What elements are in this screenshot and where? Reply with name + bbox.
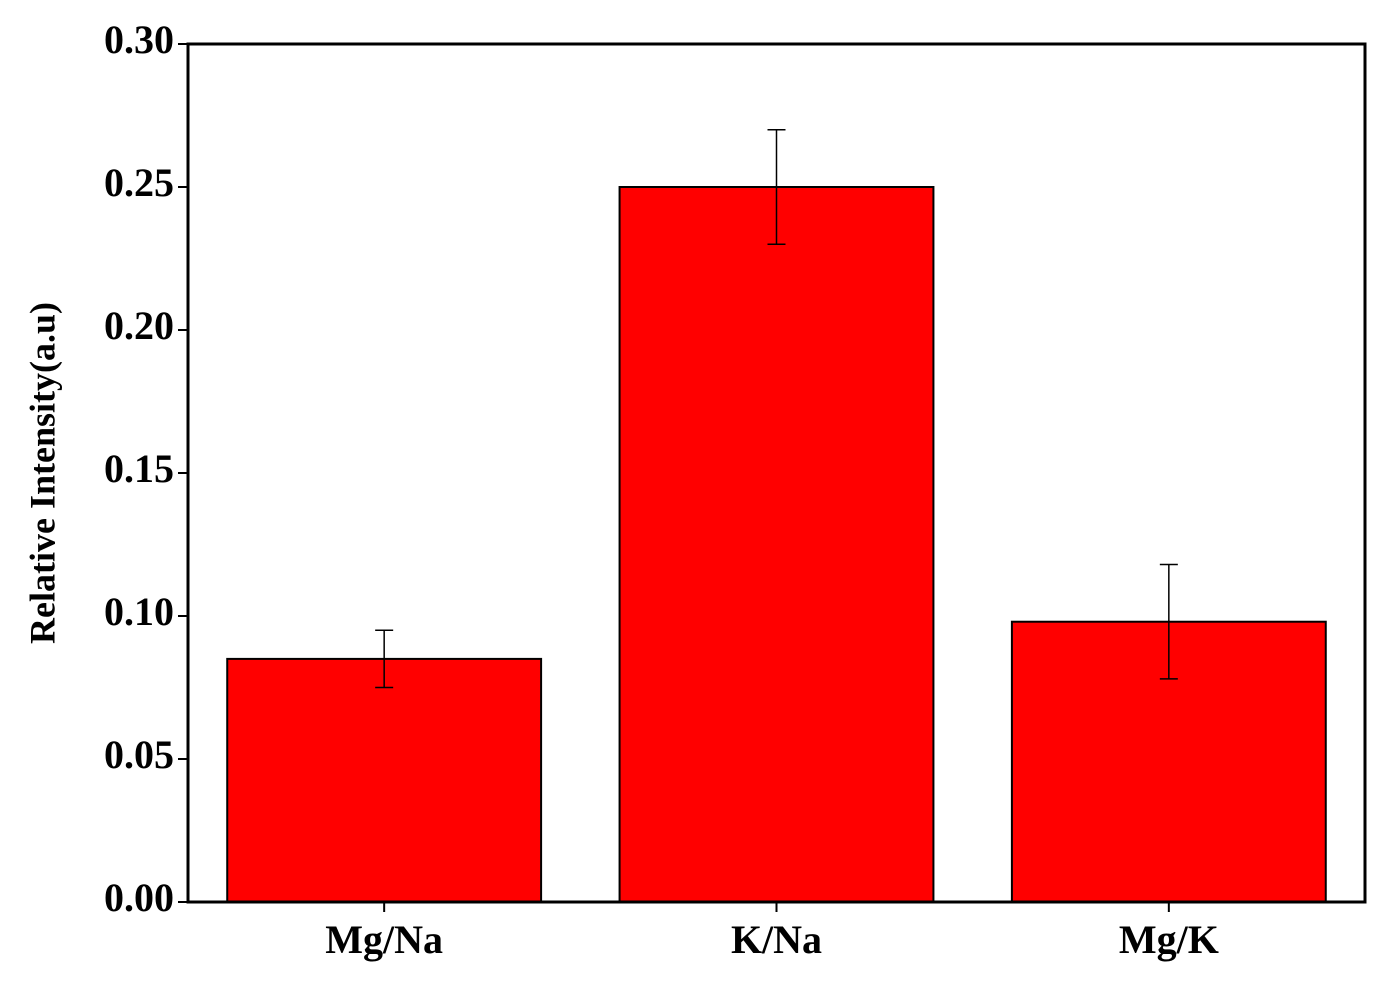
y-tick-label: 0.30 bbox=[104, 17, 174, 62]
error-bar bbox=[375, 629, 394, 689]
y-tick-label: 0.10 bbox=[104, 589, 174, 634]
bar bbox=[226, 657, 543, 904]
y-tick-label: 0.20 bbox=[104, 303, 174, 348]
x-tick-label: Mg/K bbox=[1119, 917, 1219, 962]
y-tick-label: 0.15 bbox=[104, 446, 174, 491]
error-bar bbox=[1159, 563, 1178, 680]
x-tick-label: Mg/Na bbox=[325, 917, 443, 962]
x-tick-label: K/Na bbox=[731, 917, 822, 962]
plot-frame bbox=[186, 42, 1367, 904]
y-tick-label: 0.00 bbox=[104, 875, 174, 920]
bar bbox=[618, 186, 935, 903]
y-tick-label: 0.25 bbox=[104, 160, 174, 205]
y-tick-label: 0.05 bbox=[104, 732, 174, 777]
error-bar bbox=[767, 129, 786, 245]
y-axis-label: Relative Intensity(a.u) bbox=[22, 302, 62, 644]
